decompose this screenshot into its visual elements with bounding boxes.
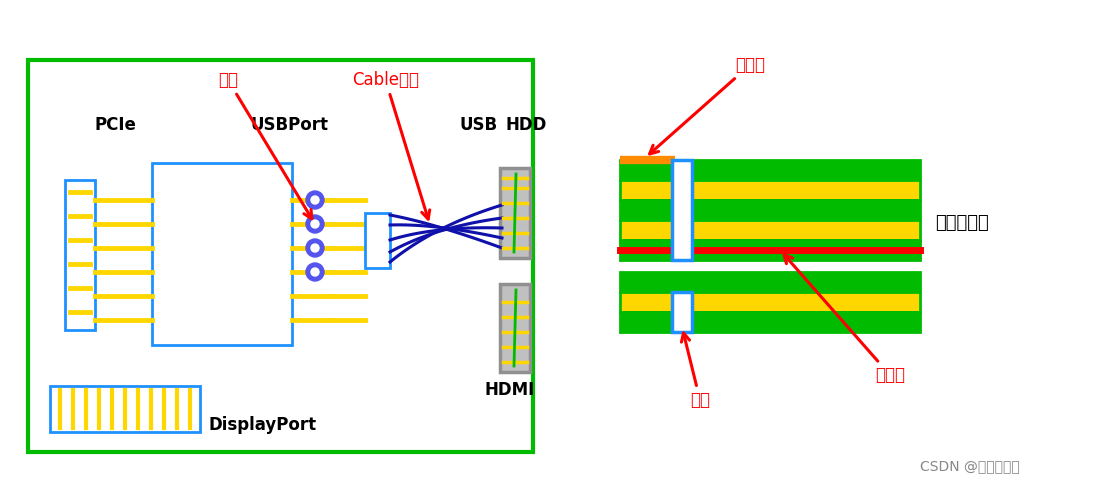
Circle shape xyxy=(311,268,319,276)
Bar xyxy=(672,160,692,260)
Text: PCIe: PCIe xyxy=(95,116,136,134)
Bar xyxy=(620,180,920,200)
Bar xyxy=(65,180,95,330)
Bar xyxy=(620,272,920,292)
Bar xyxy=(364,213,390,268)
Bar xyxy=(500,284,530,372)
Text: 带状线: 带状线 xyxy=(784,255,904,384)
Circle shape xyxy=(311,244,319,252)
Bar xyxy=(672,292,692,332)
Text: 过孔: 过孔 xyxy=(682,333,710,409)
Bar xyxy=(620,292,920,312)
Text: Cable线缆: Cable线缆 xyxy=(352,71,429,219)
Bar xyxy=(620,312,920,332)
Bar xyxy=(152,163,292,345)
Text: CSDN @涛哥依旧在: CSDN @涛哥依旧在 xyxy=(920,459,1020,473)
Bar xyxy=(28,60,533,452)
Circle shape xyxy=(306,239,324,257)
Text: 微带线: 微带线 xyxy=(650,56,765,154)
Bar xyxy=(620,160,920,180)
Circle shape xyxy=(311,196,319,204)
Text: USBPort: USBPort xyxy=(250,116,328,134)
Circle shape xyxy=(306,263,324,281)
Circle shape xyxy=(306,191,324,209)
Bar xyxy=(620,240,920,260)
Circle shape xyxy=(306,215,324,233)
Bar xyxy=(50,386,200,432)
Bar xyxy=(620,220,920,240)
Circle shape xyxy=(311,220,319,228)
Text: USB: USB xyxy=(459,116,499,134)
Text: 过孔: 过孔 xyxy=(218,71,312,219)
Text: 叠层侧视图: 叠层侧视图 xyxy=(935,214,988,232)
Text: DisplayPort: DisplayPort xyxy=(208,416,316,434)
Text: HDMI: HDMI xyxy=(485,381,536,399)
Bar xyxy=(500,168,530,258)
Bar xyxy=(620,200,920,220)
Text: HDD: HDD xyxy=(506,116,548,134)
